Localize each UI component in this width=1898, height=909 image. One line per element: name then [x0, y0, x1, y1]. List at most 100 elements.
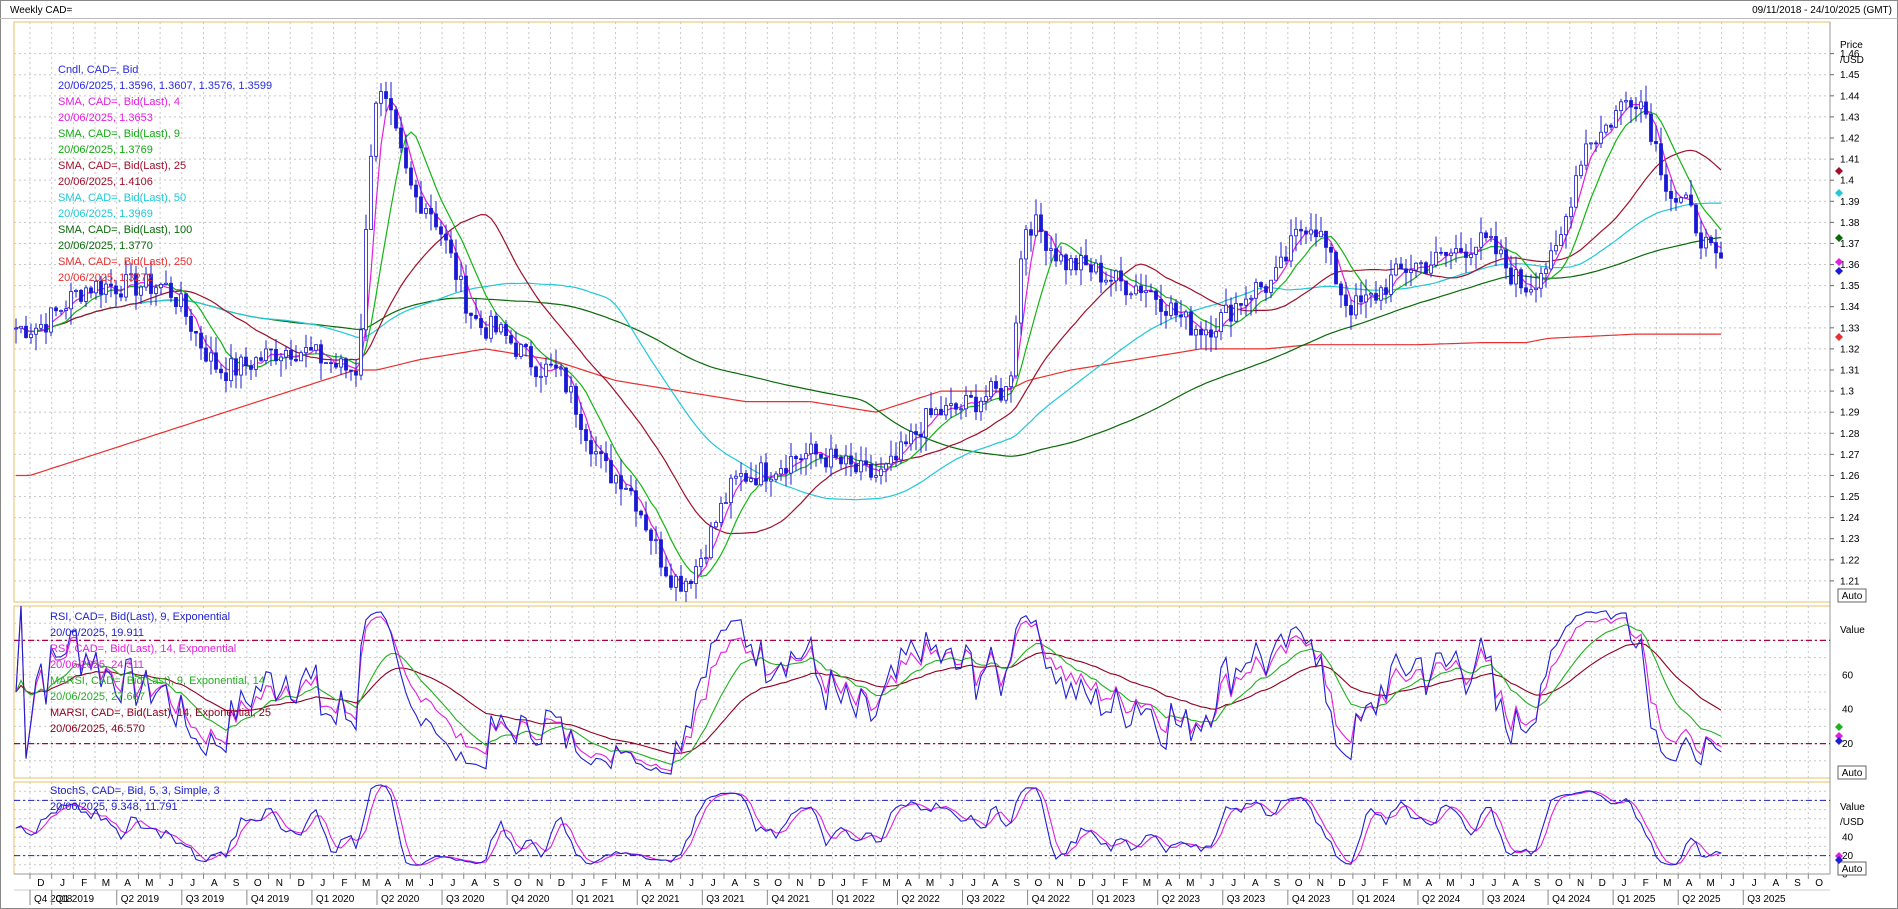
month-label: A — [471, 878, 478, 889]
candle-body — [454, 252, 458, 280]
month-label: N — [276, 878, 283, 889]
candle-body — [289, 350, 293, 360]
candle-body — [414, 184, 418, 198]
candle-body — [24, 325, 28, 338]
candle-body — [1149, 290, 1153, 293]
candle-body — [1334, 251, 1338, 285]
quarter-label: Q3 2020 — [446, 894, 485, 905]
price-tick-label: 1.24 — [1840, 513, 1860, 524]
legend-series-value: 20/06/2025, 1.3769 — [58, 144, 153, 156]
candle-body — [1629, 100, 1633, 108]
candle-body — [1604, 124, 1608, 133]
candle-body — [199, 332, 203, 349]
candle-body — [1674, 198, 1678, 203]
candle-body — [1339, 283, 1343, 296]
legend-series-value: 20/06/2025, 46.570 — [50, 723, 145, 735]
candle-body — [904, 441, 908, 445]
candle-body — [794, 456, 798, 460]
price-tick-label: 1.36 — [1840, 260, 1860, 271]
candle-body — [619, 475, 623, 490]
stoch-auto-button[interactable] — [1837, 861, 1867, 876]
quarter-label: Q3 2019 — [186, 894, 225, 905]
month-label: A — [905, 878, 912, 889]
level-lines — [14, 639, 1830, 857]
candle-body — [174, 297, 178, 308]
candle-body — [1504, 249, 1508, 269]
candle-body — [349, 369, 353, 372]
rsi-auto-button[interactable] — [1837, 765, 1867, 780]
candle-body — [1584, 143, 1588, 166]
candle-body — [444, 233, 448, 241]
candle-body — [849, 455, 853, 465]
marsi-9-line — [15, 624, 1722, 765]
month-label: J — [949, 878, 954, 889]
candle-body — [524, 344, 528, 347]
candle-body — [44, 324, 48, 333]
candle-body — [1609, 124, 1613, 128]
month-label: M — [622, 878, 630, 889]
candle-body — [279, 356, 283, 362]
price-tick-label: 1.43 — [1840, 112, 1860, 123]
candle-body — [1479, 232, 1483, 248]
price-y-ticks: 1.46 1.45 1.44 1.43 1.42 1.41 1.4 1.39 1.38 1.37 1… — [1830, 49, 1860, 587]
candle-body — [709, 526, 713, 559]
candle-body — [699, 558, 703, 567]
candle-body — [1369, 293, 1373, 296]
candle-body — [1679, 197, 1683, 203]
candle-body — [1714, 242, 1718, 254]
candle-body — [1424, 262, 1428, 274]
candle-body — [354, 370, 358, 376]
month-label: A — [1252, 878, 1259, 889]
candle-body — [1154, 290, 1158, 300]
candle-body — [844, 455, 848, 465]
candle-body — [489, 315, 493, 339]
candle-body — [604, 453, 608, 462]
candle-body — [564, 367, 568, 393]
candle-body — [379, 91, 383, 104]
candle-body — [789, 456, 793, 474]
legend-series-name: MARSI, CAD=, Bid(Last), 14, Exponential,… — [50, 707, 271, 719]
candle-body — [124, 274, 128, 298]
price-tick-label: 1.46 — [1840, 49, 1860, 60]
stoch-d-line — [15, 785, 1722, 866]
stoch-tick-label: 20 — [1842, 851, 1854, 862]
quarter-label: Q1 2020 — [316, 894, 355, 905]
candle-body — [689, 580, 693, 584]
quarter-label: Q3 2021 — [706, 894, 745, 905]
candle-body — [554, 364, 558, 369]
candle-body — [184, 293, 188, 317]
price-tick-label: 1.34 — [1840, 302, 1860, 313]
candle-body — [1324, 230, 1328, 248]
price-tick-label: 1.22 — [1840, 555, 1860, 566]
quarter-label: Q2 2025 — [1682, 894, 1721, 905]
candle-body — [1219, 312, 1223, 333]
month-label: J — [168, 878, 173, 889]
candle-body — [979, 400, 983, 413]
quarter-label: Q4 2019 — [251, 894, 290, 905]
candle-body — [1014, 322, 1018, 377]
candle-body — [1544, 268, 1548, 274]
candle-body — [449, 239, 453, 254]
candle-body — [1489, 236, 1493, 239]
candle-body — [729, 477, 733, 504]
price-tick-label: 1.21 — [1840, 576, 1860, 587]
candle-body — [799, 458, 803, 461]
legend-series-value: 20/06/2025, 1.3969 — [58, 208, 153, 220]
month-label: S — [493, 878, 500, 889]
legend-series-name: SMA, CAD=, Bid(Last), 25 — [58, 160, 186, 172]
legend-series-value: 20/06/2025, 27.667 — [50, 691, 145, 703]
candle-body — [389, 98, 393, 111]
candle-body — [1309, 229, 1313, 235]
candle-body — [509, 335, 513, 344]
month-label: M — [362, 878, 370, 889]
price-auto-button[interactable] — [1837, 588, 1867, 603]
price-tick-label: 1.29 — [1840, 408, 1860, 419]
quarter-label: Q1 2024 — [1357, 894, 1396, 905]
candle-body — [1129, 293, 1133, 296]
candle-body — [1259, 282, 1263, 287]
price-tick-label: 1.26 — [1840, 471, 1860, 482]
candle-body — [754, 478, 758, 486]
candle-body — [974, 396, 978, 413]
candle-body — [1274, 267, 1278, 281]
candle-body — [824, 457, 828, 468]
